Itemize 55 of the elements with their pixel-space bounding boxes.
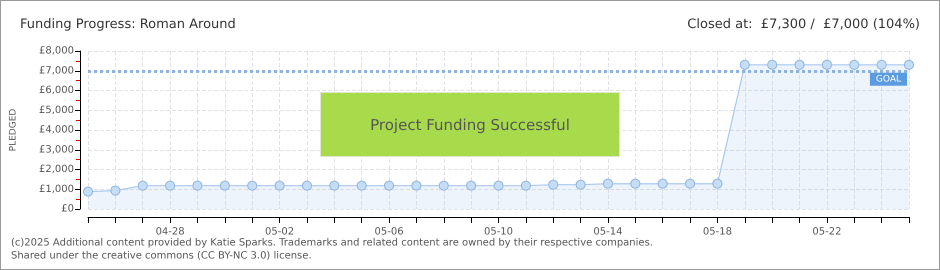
point [712, 178, 722, 189]
point [329, 180, 340, 191]
y-tick-label: £4,000 [39, 124, 74, 136]
x-tick-label: 05-02 [265, 226, 294, 238]
point [466, 180, 476, 191]
y-tick-label: £5,000 [39, 104, 74, 116]
banner: Project Funding Successful [320, 92, 620, 157]
point [876, 60, 887, 70]
x-tick-label: 05-22 [812, 226, 842, 238]
point [165, 180, 176, 191]
point [83, 186, 93, 197]
point [247, 180, 258, 191]
point [849, 60, 860, 70]
text: Shared under the creative commons (CC BY-NC 3.0) license. [11, 250, 312, 262]
y-tick-label: £7,000 [39, 65, 74, 76]
text: (c)2025 Additional content provided by Katie Sparks. Trademarks and related content are owned by their respective companies. [11, 238, 653, 248]
point [220, 180, 230, 191]
point [685, 178, 696, 189]
point [110, 186, 120, 196]
point [384, 180, 394, 191]
x-tick-label: 05-14 [593, 226, 622, 238]
point [658, 178, 668, 189]
point [138, 180, 148, 191]
point [576, 180, 586, 190]
annotation: Project Funding Successful [370, 116, 570, 134]
point [494, 180, 504, 191]
x-tick-label: 05-06 [374, 226, 404, 238]
point [274, 180, 285, 191]
x-tick-label: 05-18 [702, 226, 732, 238]
y-tick-label: £2,000 [39, 164, 74, 175]
y-tick-label: £3,000 [39, 144, 74, 156]
y-tick-label: £6,000 [39, 85, 74, 96]
chart-title: Funding Progress: Roman Around [20, 17, 236, 32]
ref-line-label: GOAL [876, 74, 901, 84]
point [630, 178, 640, 189]
point [520, 180, 531, 191]
y-tick-label: £0 [61, 204, 74, 214]
y-axis-title: PLEDGED [8, 108, 18, 152]
point [740, 60, 750, 70]
point [302, 180, 312, 191]
x-tick-label: 04-28 [156, 226, 185, 238]
x-tick-label: 05-10 [484, 226, 514, 238]
y-tick-label: £8,000 [39, 46, 74, 56]
point [794, 60, 805, 70]
point [548, 180, 558, 190]
point [438, 180, 449, 191]
point [822, 60, 832, 70]
point [602, 178, 613, 189]
point [411, 180, 422, 191]
point [767, 60, 778, 70]
y-tick-label: £1,000 [39, 184, 74, 195]
point [904, 60, 914, 70]
point [192, 180, 202, 191]
chart-subtitle: Closed at: £7,300 / £7,000 (104%) [687, 17, 920, 32]
point [356, 180, 367, 191]
